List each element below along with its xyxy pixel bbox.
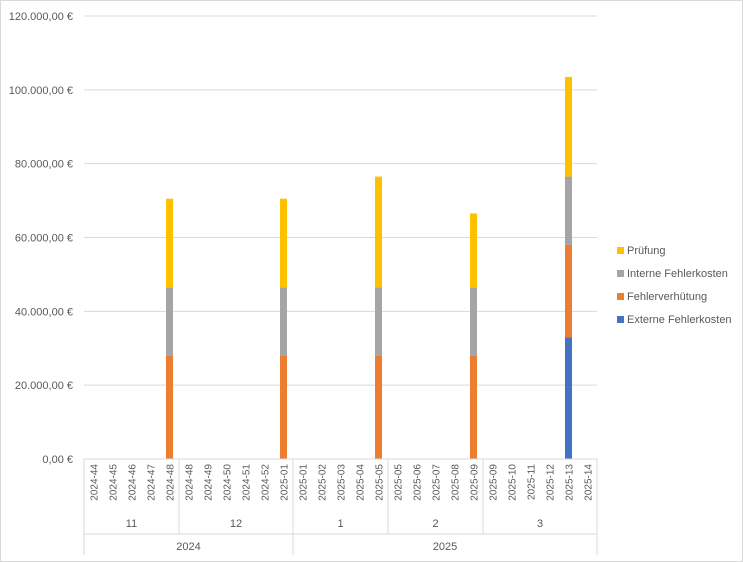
x-tick-label: 2025-11 — [527, 464, 538, 500]
bar-segment-fehlerverh-tung — [470, 355, 477, 459]
legend-item: Externe Fehlerkosten — [617, 308, 742, 331]
x-tick-label: 2025-01 — [280, 464, 291, 501]
x-tick-label: 2025-13 — [565, 464, 576, 501]
month-group-label: 1 — [337, 518, 343, 530]
bar-segment-fehlerverh-tung — [375, 355, 382, 459]
y-tick-label: 120.000,00 € — [9, 11, 73, 23]
x-tick-label: 2025-01 — [299, 464, 310, 501]
y-tick-label: 60.000,00 € — [15, 233, 73, 245]
x-tick-label: 2025-09 — [470, 464, 481, 501]
x-tick-label: 2025-03 — [337, 464, 348, 501]
month-group-label: 11 — [126, 518, 137, 530]
month-group-label: 2 — [432, 518, 438, 530]
x-tick-label: 2024-44 — [90, 464, 101, 501]
x-tick-label: 2025-05 — [394, 464, 405, 501]
x-tick-label: 2024-49 — [204, 464, 215, 501]
x-tick-label: 2024-51 — [242, 464, 253, 501]
bar-segment-pr-fung — [565, 76, 572, 177]
x-tick-label: 2024-48 — [185, 464, 196, 501]
x-tick-label: 2025-14 — [584, 464, 595, 501]
bar-segment-interne-fehlerkosten — [565, 176, 572, 245]
legend-swatch — [617, 270, 624, 277]
x-tick-label: 2025-09 — [489, 464, 500, 501]
legend-swatch — [617, 247, 624, 254]
bar-segment-interne-fehlerkosten — [280, 287, 287, 356]
x-tick-label: 2025-10 — [508, 464, 519, 501]
y-tick-label: 100.000,00 € — [9, 85, 73, 97]
x-tick-label: 2025-08 — [451, 464, 462, 501]
x-tick-label: 2025-04 — [356, 464, 367, 501]
bar-segment-externe-fehlerkosten — [565, 337, 572, 459]
x-tick-label: 2024-47 — [147, 464, 158, 501]
bar-segment-fehlerverh-tung — [565, 244, 572, 338]
legend-item: Interne Fehlerkosten — [617, 262, 742, 285]
chart-legend: Prüfung Interne Fehlerkosten Fehlerverhütu… — [617, 239, 742, 331]
x-tick-label: 2024-48 — [166, 464, 177, 501]
x-tick-label: 2024-50 — [223, 464, 234, 501]
month-group-label: 3 — [537, 518, 543, 530]
legend-label: Prüfung — [627, 244, 666, 257]
year-group-label: 2025 — [433, 541, 457, 553]
bar-segment-interne-fehlerkosten — [470, 287, 477, 356]
month-group-label: 12 — [230, 518, 242, 530]
legend-item: Fehlerverhütung — [617, 285, 742, 308]
bar-segment-pr-fung — [470, 213, 477, 288]
y-tick-label: 80.000,00 € — [15, 159, 73, 171]
bar-segment-fehlerverh-tung — [280, 355, 287, 459]
x-tick-label: 2025-05 — [375, 464, 386, 501]
x-tick-label: 2025-12 — [546, 464, 557, 501]
x-tick-label: 2024-45 — [109, 464, 120, 501]
bar-segment-fehlerverh-tung — [166, 355, 173, 459]
legend-swatch — [617, 293, 624, 300]
legend-swatch — [617, 316, 624, 323]
year-group-label: 2024 — [176, 541, 200, 553]
y-tick-label: 40.000,00 € — [15, 306, 73, 318]
y-tick-label: 20.000,00 € — [15, 380, 73, 392]
y-tick-label: 0,00 € — [42, 454, 73, 466]
x-tick-label: 2025-07 — [432, 464, 443, 501]
x-tick-label: 2025-02 — [318, 464, 329, 501]
x-tick-label: 2024-52 — [261, 464, 272, 501]
x-tick-label: 2025-06 — [413, 464, 424, 501]
bar-segment-pr-fung — [280, 198, 287, 288]
legend-label: Externe Fehlerkosten — [627, 313, 732, 326]
legend-label: Fehlerverhütung — [627, 290, 708, 303]
x-tick-label: 2024-46 — [128, 464, 139, 501]
bar-segment-interne-fehlerkosten — [166, 287, 173, 356]
bar-segment-pr-fung — [166, 198, 173, 288]
legend-label: Interne Fehlerkosten — [627, 267, 728, 280]
bar-segment-interne-fehlerkosten — [375, 287, 382, 356]
bar-segment-pr-fung — [375, 176, 382, 288]
legend-item: Prüfung — [617, 239, 742, 262]
